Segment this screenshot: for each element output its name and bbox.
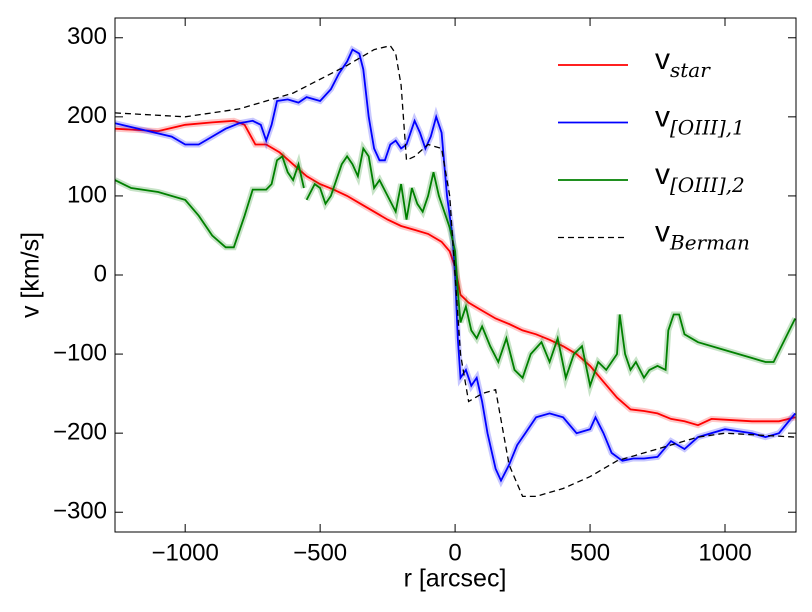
- legend-subscript: star: [670, 58, 711, 82]
- legend-subscript: [OIII],2: [670, 173, 745, 197]
- legend-label: vstar: [655, 43, 711, 82]
- y-tick-label: −300: [53, 498, 107, 525]
- x-tick-label: 1000: [698, 539, 751, 566]
- x-tick-label: 500: [570, 539, 610, 566]
- y-tick-label: 300: [67, 23, 107, 50]
- legend-subscript: [OIII],1: [670, 115, 745, 139]
- line: [115, 119, 796, 427]
- legend-label: vBerman: [655, 215, 750, 254]
- x-tick-label: −1000: [151, 539, 218, 566]
- x-axis-label: r [arcsec]: [404, 565, 507, 593]
- y-tick-label: −200: [53, 418, 107, 445]
- plot-frame: [114, 17, 797, 533]
- legend-name: v: [655, 215, 670, 248]
- line: [115, 44, 796, 498]
- legend-label: v[OIII],2: [655, 158, 745, 197]
- x-tick-label: −500: [293, 539, 347, 566]
- y-tick-label: 0: [94, 260, 107, 287]
- y-tick-label: 200: [67, 102, 107, 129]
- line: [115, 48, 796, 483]
- legend-name: v: [655, 158, 670, 191]
- legend-subscript: Berman: [669, 230, 750, 254]
- legend-name: v: [655, 43, 670, 76]
- y-axis-label: v [km/s]: [17, 232, 45, 318]
- x-tick-label: 0: [448, 539, 461, 566]
- line: [115, 146, 796, 390]
- y-tick-label: −100: [53, 339, 107, 366]
- y-tick-label: 100: [67, 181, 107, 208]
- legend-label: v[OIII],1: [655, 100, 745, 139]
- legend-name: v: [655, 100, 670, 133]
